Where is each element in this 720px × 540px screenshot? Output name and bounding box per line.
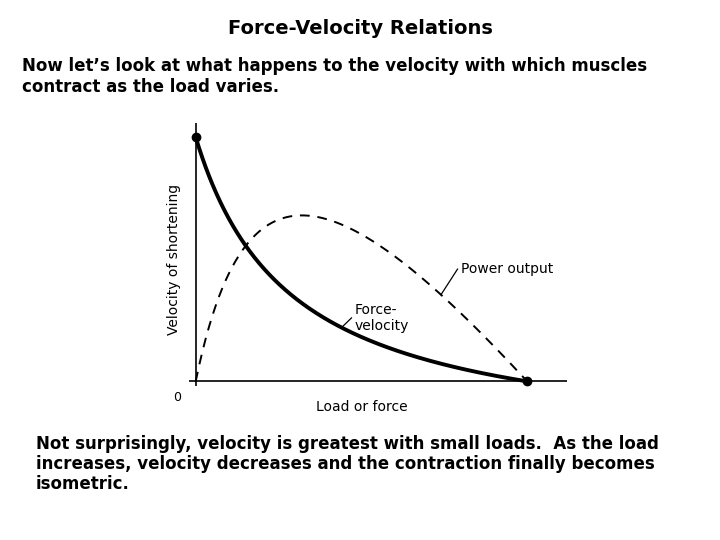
Text: Load or force: Load or force (315, 400, 408, 414)
Text: isometric.: isometric. (36, 475, 130, 493)
Text: Force-Velocity Relations: Force-Velocity Relations (228, 19, 492, 38)
Text: Force-
velocity: Force- velocity (355, 303, 409, 333)
Text: 0: 0 (174, 391, 181, 404)
Text: contract as the load varies.: contract as the load varies. (22, 78, 279, 96)
Text: Not surprisingly, velocity is greatest with small loads.  As the load: Not surprisingly, velocity is greatest w… (36, 435, 659, 453)
Text: Power output: Power output (461, 262, 553, 276)
Text: increases, velocity decreases and the contraction finally becomes: increases, velocity decreases and the co… (36, 455, 654, 472)
Text: Velocity of shortening: Velocity of shortening (167, 184, 181, 335)
Text: Now let’s look at what happens to the velocity with which muscles: Now let’s look at what happens to the ve… (22, 57, 647, 75)
